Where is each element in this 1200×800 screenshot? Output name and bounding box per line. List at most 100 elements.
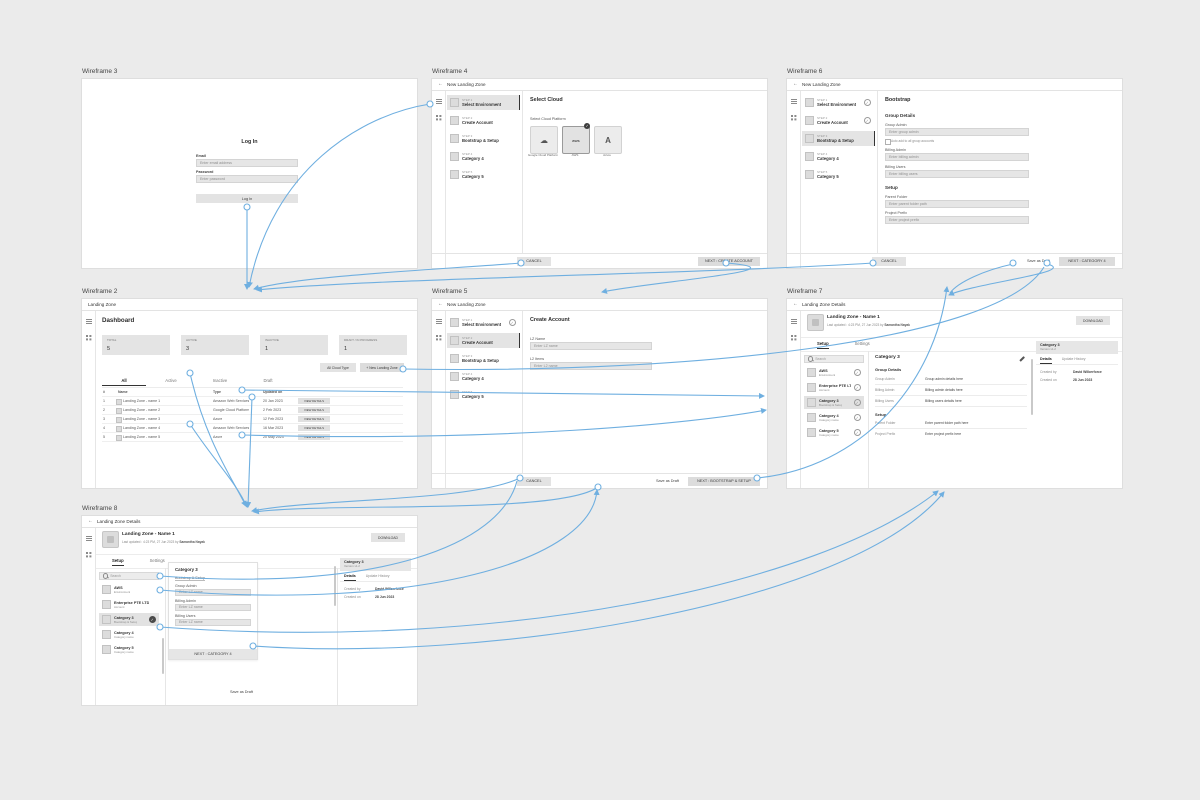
view-details-button[interactable]: VIEW DETAILS [298,425,330,431]
billing-users-field[interactable]: Enter LZ name [175,618,251,626]
tab-setup[interactable]: Setup [817,341,829,349]
list-item-aws[interactable]: AWS Environment [99,583,159,596]
list-item-category-5[interactable]: Category 5 Category name ✓ [804,426,864,439]
back-icon[interactable]: ← [793,301,798,307]
scrollbar[interactable] [162,638,164,674]
grid-view-icon[interactable] [791,335,794,338]
save-draft-link[interactable]: Save as Draft [230,690,254,694]
cloud-type-filter-button[interactable]: All Cloud Type [320,363,356,372]
lz-name-field[interactable]: Enter LZ name [530,341,652,350]
download-button[interactable]: DOWNLOAD [1076,316,1110,325]
wizard-step-4[interactable]: STEP 4 Category 4 [802,149,874,164]
edit-pencil-icon[interactable] [1019,356,1025,362]
view-details-button[interactable]: VIEW DETAILS [298,398,330,404]
next-category-button[interactable]: NEXT : CATEGORY 4 [169,649,257,659]
list-view-icon[interactable] [86,319,92,324]
wizard-step-5[interactable]: STEP 5 Category 5 [447,167,519,182]
list-view-icon[interactable] [86,536,92,541]
l2-items-field[interactable]: Enter L2 name [530,361,652,370]
table-row[interactable]: 1 Landing Zone - name 1 Amazon Web Service… [102,396,403,405]
list-item-category-3[interactable]: Category 3 Bootstrap & Setup ✓ [804,396,864,409]
list-view-icon[interactable] [436,319,442,324]
platform-card-aws[interactable]: aws [562,126,590,154]
back-icon[interactable]: ← [438,81,443,87]
scrollbar[interactable] [1031,359,1033,415]
wizard-step-2[interactable]: STEP 2 Create Account ✓ [802,113,874,128]
view-details-button[interactable]: VIEW DETAILS [298,434,330,440]
list-view-icon[interactable] [436,99,442,104]
tab-update-history[interactable]: Update History [365,574,390,578]
parent-folder-field[interactable]: Enter parent folder path [885,199,1029,208]
list-item-enterprise[interactable]: Enterprise PTE LTD Account [99,598,159,611]
grid-view-icon[interactable] [791,115,794,118]
group-admin-field[interactable]: Enter group admin [885,127,1029,136]
tab-settings[interactable]: Settings [854,341,870,346]
wizard-step-2[interactable]: STEP 2 Create Account [447,113,519,128]
wizard-step-3[interactable]: STEP 3 Bootstrap & Setup [802,131,875,146]
next-button[interactable]: NEXT : CREATE ACCOUNT [698,256,760,266]
login-button[interactable]: Log In [196,194,298,203]
list-item-category-4[interactable]: Category 4 Category name ✓ [804,411,864,424]
back-icon[interactable]: ← [438,301,443,307]
wizard-step-2[interactable]: STEP 2 Create Account [447,333,520,348]
grid-view-icon[interactable] [86,552,89,555]
cancel-button[interactable]: CANCEL [872,256,906,266]
view-details-button[interactable]: VIEW DETAILS [298,416,330,422]
billing-admin-field[interactable]: Enter billing admin [885,152,1029,161]
wizard-step-1[interactable]: STEP 1 Select Environment ✓ [447,315,519,330]
billing-users-field[interactable]: Enter billing users [885,169,1029,178]
table-row[interactable]: 3 Landing Zone - name 3 Azure 12 Feb 2023 VI… [102,414,403,423]
tab-update-history[interactable]: Update History [1061,357,1086,361]
grid-view-icon[interactable] [436,115,439,118]
tab-details[interactable]: Details [1040,357,1052,364]
wizard-step-5[interactable]: STEP 5 Category 5 [447,387,519,402]
search-input[interactable]: Search [804,355,864,363]
project-prefix-field[interactable]: Enter project prefix [885,215,1029,224]
wizard-step-3[interactable]: STEP 3 Bootstrap & Setup [447,351,519,366]
tab-inactive[interactable]: Inactive [212,378,228,383]
tab-draft[interactable]: Draft [263,378,273,383]
list-view-icon[interactable] [791,99,797,104]
back-icon[interactable]: ← [88,518,93,524]
wizard-step-1[interactable]: STEP 1 Select Environment ✓ [802,95,874,110]
download-button[interactable]: DOWNLOAD [371,533,405,542]
wizard-step-5[interactable]: STEP 5 Category 5 [802,167,874,182]
tab-all[interactable]: All [102,378,146,386]
password-field[interactable]: Enter password [196,175,298,183]
save-draft-link[interactable]: Save as Draft [655,478,679,483]
billing-admin-field[interactable]: Enter LZ name [175,603,251,611]
wizard-step-1[interactable]: STEP 1 Select Environment [447,95,520,110]
wizard-step-3[interactable]: STEP 3 Bootstrap & Setup [447,131,519,146]
list-item-category-5[interactable]: Category 5 Category name [99,643,159,656]
table-row[interactable]: 5 Landing Zone - name 5 Azure 20 May 2023 VI… [102,432,403,442]
table-row[interactable]: 2 Landing Zone - name 2 Google Cloud Platf… [102,405,403,414]
group-admin-field[interactable]: Enter LZ name [175,588,251,596]
wizard-step-4[interactable]: STEP 4 Category 4 [447,149,519,164]
next-button[interactable]: NEXT : CATEGORY 4 [1059,256,1115,266]
view-details-button[interactable]: VIEW DETAILS [298,407,330,413]
tab-setup[interactable]: Setup [112,558,124,566]
list-item-category-4[interactable]: Category 4 Category name [99,628,159,641]
platform-card-gcp[interactable]: ☁ [530,126,558,154]
grid-view-icon[interactable] [436,335,439,338]
list-item-category-3[interactable]: Category 3 Bootstrap & Setup ✓ [99,613,159,626]
list-item-aws[interactable]: AWS Environment ✓ [804,366,864,379]
auto-add-checkbox[interactable] [885,139,891,145]
new-landing-zone-button[interactable]: + New Landing Zone [360,363,404,372]
tab-details[interactable]: Details [344,574,356,581]
email-field[interactable]: Enter email address [196,159,298,167]
table-row[interactable]: 4 Landing Zone - name 4 Amazon Web Service… [102,423,403,432]
next-button[interactable]: NEXT : BOOTSTRAP & SETUP [688,476,760,486]
grid-view-icon[interactable] [86,335,89,338]
scrollbar[interactable] [334,566,336,606]
search-input[interactable]: Search [99,572,159,580]
tab-active[interactable]: Active [165,378,177,383]
back-icon[interactable]: ← [793,81,798,87]
list-view-icon[interactable] [791,319,797,324]
wizard-step-4[interactable]: STEP 4 Category 4 [447,369,519,384]
cancel-button[interactable]: CANCEL [517,256,551,266]
tab-settings[interactable]: Settings [149,558,165,563]
cancel-button[interactable]: CANCEL [517,476,551,486]
platform-card-azure[interactable]: A [594,126,622,154]
